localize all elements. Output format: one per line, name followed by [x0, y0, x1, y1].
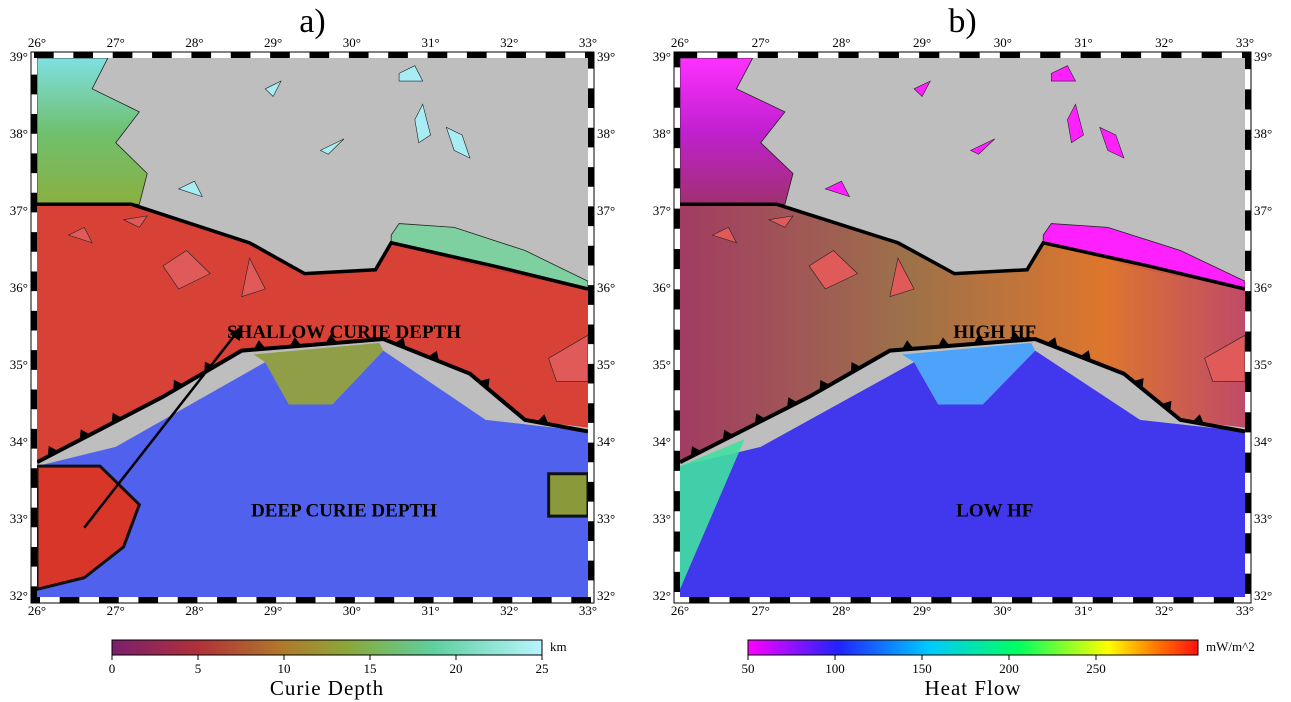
- x-tick-label: 26°: [28, 35, 46, 50]
- colorbar-tick-label: 5: [195, 661, 202, 676]
- y-tick-label: 37°: [10, 203, 28, 218]
- region-label: SHALLOW CURIE DEPTH: [227, 322, 461, 343]
- colorbar-tick-label: 25: [536, 661, 549, 676]
- y-tick-label: 37°: [597, 203, 615, 218]
- colorbar-title: Curie Depth: [270, 676, 384, 700]
- region-label: HIGH HF: [953, 322, 1036, 343]
- y-tick-label: 37°: [653, 203, 671, 218]
- colorbar: [112, 640, 542, 655]
- colorbar-tick-label: 250: [1086, 661, 1106, 676]
- x-tick-label: 29°: [913, 35, 931, 50]
- y-tick-label: 35°: [597, 357, 615, 372]
- y-tick-label: 36°: [10, 280, 28, 295]
- y-tick-label: 36°: [597, 280, 615, 295]
- region-label: LOW HF: [956, 501, 1033, 522]
- y-tick-label: 32°: [653, 588, 671, 603]
- x-tick-label: 29°: [264, 35, 282, 50]
- colorbar: [748, 640, 1198, 655]
- x-tick-label: 29°: [913, 603, 931, 618]
- x-tick-label: 30°: [994, 35, 1012, 50]
- colorbar-unit: mW/m^2: [1206, 639, 1255, 654]
- y-tick-label: 35°: [653, 357, 671, 372]
- x-tick-label: 28°: [832, 35, 850, 50]
- east-box: [549, 474, 588, 516]
- x-tick-label: 33°: [579, 603, 597, 618]
- x-tick-label: 26°: [671, 35, 689, 50]
- x-tick-label: 32°: [500, 603, 518, 618]
- colorbar-tick-label: 100: [825, 661, 845, 676]
- y-tick-label: 33°: [653, 511, 671, 526]
- x-tick-label: 31°: [1074, 603, 1092, 618]
- y-tick-label: 39°: [653, 49, 671, 64]
- colorbar-tick-label: 15: [364, 661, 377, 676]
- y-tick-label: 35°: [1254, 357, 1272, 372]
- x-tick-label: 29°: [264, 603, 282, 618]
- figure: a) 26° 26° 27° 27° 28° 28° 29° 29° 30° 30° 31° 31° 32…: [0, 0, 1291, 702]
- x-tick-label: 28°: [832, 603, 850, 618]
- x-tick-label: 31°: [421, 603, 439, 618]
- y-tick-label: 32°: [597, 588, 615, 603]
- x-tick-label: 33°: [579, 35, 597, 50]
- x-tick-label: 31°: [1074, 35, 1092, 50]
- x-tick-label: 30°: [343, 603, 361, 618]
- y-tick-label: 38°: [597, 126, 615, 141]
- y-tick-label: 32°: [1254, 588, 1272, 603]
- colorbar-tick-label: 200: [999, 661, 1019, 676]
- y-tick-label: 39°: [1254, 49, 1272, 64]
- y-tick-label: 38°: [10, 126, 28, 141]
- y-tick-label: 35°: [10, 357, 28, 372]
- colorbar-tick-label: 20: [450, 661, 463, 676]
- x-tick-label: 33°: [1236, 603, 1254, 618]
- colorbar-title: Heat Flow: [924, 676, 1021, 700]
- y-tick-label: 38°: [1254, 126, 1272, 141]
- x-tick-label: 32°: [1155, 603, 1173, 618]
- x-tick-label: 30°: [994, 603, 1012, 618]
- y-tick-label: 36°: [653, 280, 671, 295]
- x-tick-label: 27°: [752, 603, 770, 618]
- y-tick-label: 34°: [597, 434, 615, 449]
- x-tick-label: 28°: [185, 35, 203, 50]
- panel-label: b): [948, 3, 976, 40]
- colorbar-unit: km: [550, 639, 567, 654]
- x-tick-label: 28°: [185, 603, 203, 618]
- colorbar-tick-label: 10: [278, 661, 291, 676]
- region-label: DEEP CURIE DEPTH: [251, 501, 437, 522]
- colorbar-tick-label: 50: [742, 661, 755, 676]
- y-tick-label: 39°: [597, 49, 615, 64]
- x-tick-label: 30°: [343, 35, 361, 50]
- x-tick-label: 32°: [1155, 35, 1173, 50]
- x-tick-label: 26°: [28, 603, 46, 618]
- x-tick-label: 27°: [752, 35, 770, 50]
- x-tick-label: 27°: [107, 35, 125, 50]
- x-tick-label: 32°: [500, 35, 518, 50]
- x-tick-label: 33°: [1236, 35, 1254, 50]
- y-tick-label: 33°: [597, 511, 615, 526]
- y-tick-label: 33°: [10, 511, 28, 526]
- y-tick-label: 37°: [1254, 203, 1272, 218]
- x-tick-label: 31°: [421, 35, 439, 50]
- y-tick-label: 32°: [10, 588, 28, 603]
- y-tick-label: 36°: [1254, 280, 1272, 295]
- y-tick-label: 39°: [10, 49, 28, 64]
- colorbar-tick-label: 0: [109, 661, 116, 676]
- x-tick-label: 26°: [671, 603, 689, 618]
- x-tick-label: 27°: [107, 603, 125, 618]
- y-tick-label: 38°: [653, 126, 671, 141]
- y-tick-label: 33°: [1254, 511, 1272, 526]
- y-tick-label: 34°: [653, 434, 671, 449]
- y-tick-label: 34°: [10, 434, 28, 449]
- panel-label: a): [299, 3, 325, 40]
- y-tick-label: 34°: [1254, 434, 1272, 449]
- colorbar-tick-label: 150: [912, 661, 932, 676]
